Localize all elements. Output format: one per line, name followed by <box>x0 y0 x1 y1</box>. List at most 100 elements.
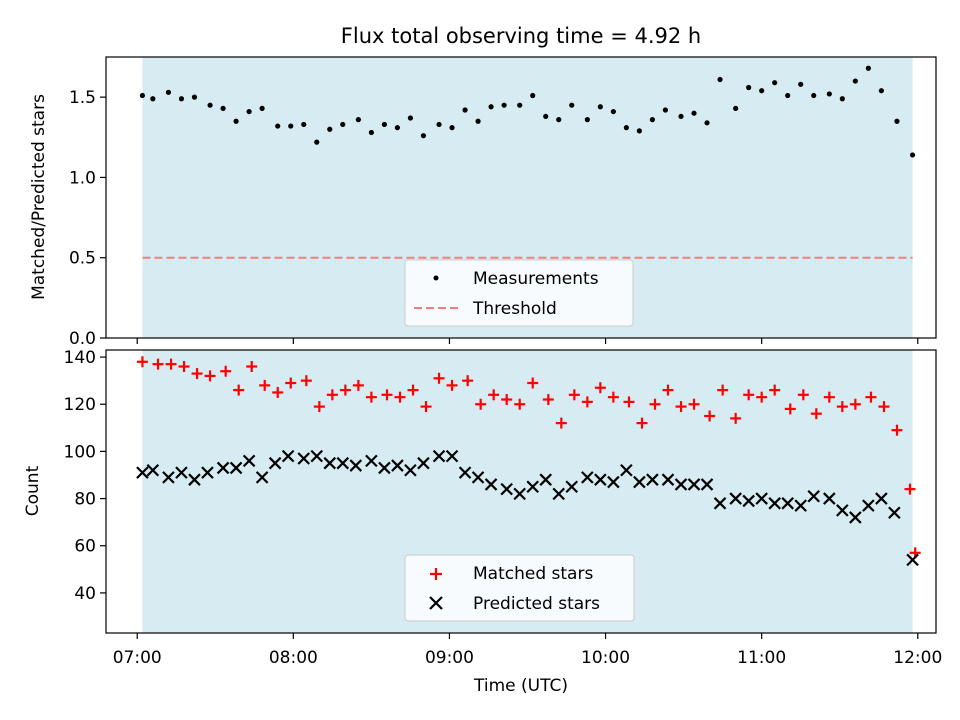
x-tick-label: 12:00 <box>893 648 942 668</box>
predicted-star-point <box>581 471 594 484</box>
matched-star-point <box>233 384 245 396</box>
legend-predicted-marker <box>429 596 443 610</box>
matched-star-point <box>488 389 500 401</box>
legend-predicted-label: Predicted stars <box>473 594 600 614</box>
predicted-star-point <box>323 456 337 470</box>
x-tick-label: 10:00 <box>581 648 630 668</box>
measurement-point <box>569 102 575 108</box>
predicted-star-point <box>755 492 768 505</box>
chart-title: Flux total observing time = 4.92 h <box>341 24 701 48</box>
matched-star-point <box>865 391 877 403</box>
predicted-star-point <box>188 473 201 486</box>
measurement-point <box>772 80 778 86</box>
predicted-star-point <box>742 494 755 508</box>
predicted-star-point <box>552 487 566 501</box>
top-y-tick-label: 1.0 <box>69 168 96 188</box>
bottom-legend-box <box>404 554 635 622</box>
predicted-star-point <box>794 499 807 512</box>
measurement-point <box>340 121 346 128</box>
top-y-ticks: 0.0 0.5 1.0 1.5 <box>69 88 106 349</box>
matched-star-point <box>352 379 364 391</box>
legend-matched-label: Matched stars <box>473 564 593 584</box>
predicted-star-point <box>674 478 688 491</box>
measurement-point <box>530 92 536 99</box>
predicted-star-point <box>349 459 363 472</box>
predicted-star-point <box>471 471 485 484</box>
predicted-star-point <box>365 454 378 468</box>
predicted-star-point <box>146 463 160 477</box>
measurement-point <box>584 117 590 123</box>
predicted-star-point <box>201 466 214 479</box>
measurement-point <box>785 92 791 99</box>
predicted-star-point <box>136 466 149 479</box>
measurement-points <box>139 65 916 158</box>
measurement-point <box>436 121 442 128</box>
measurement-point <box>275 123 281 129</box>
measurement-point <box>220 105 226 111</box>
measurement-point <box>288 123 294 129</box>
matched-star-point <box>904 483 916 495</box>
matched-star-point <box>704 410 716 422</box>
matched-star-point <box>501 394 513 406</box>
predicted-star-point <box>823 492 836 505</box>
predicted-star-point <box>162 471 175 484</box>
predicted-star-point <box>807 489 820 503</box>
predicted-star-point <box>888 506 901 520</box>
bottom-y-ticks: 40 60 80 100 120 140 <box>64 348 106 604</box>
predicted-star-point <box>175 466 188 479</box>
predicted-star-point <box>310 449 324 463</box>
measurement-point <box>449 125 455 131</box>
top-y-tick-label: 0.5 <box>69 249 96 269</box>
matched-star-point <box>810 408 822 420</box>
predicted-star-point <box>849 511 862 524</box>
matched-star-point <box>313 401 325 413</box>
matched-star-point <box>285 377 297 389</box>
legend-matched-marker <box>430 568 442 580</box>
matched-star-point <box>339 384 351 396</box>
measurement-point <box>178 96 185 102</box>
matched-star-point <box>636 417 648 429</box>
measurement-point <box>865 65 871 71</box>
matched-star-point <box>756 391 768 403</box>
matched-star-point <box>259 379 271 391</box>
bottom-y-tick-label: 100 <box>64 442 96 462</box>
measurement-point <box>381 121 388 128</box>
matched-star-point <box>365 391 377 403</box>
top-y-tick-label: 1.5 <box>69 88 96 108</box>
predicted-star-point <box>513 487 526 501</box>
top-legend: Measurements Threshold <box>404 259 634 327</box>
measurement-point <box>355 117 361 123</box>
matched-star-point <box>220 365 232 377</box>
matched-star-point <box>542 394 554 406</box>
matched-star-point <box>836 401 848 413</box>
measurement-point <box>623 125 629 131</box>
legend-threshold-label: Threshold <box>472 299 557 319</box>
legend-measurement-marker <box>433 275 439 281</box>
top-y-axis-label: Matched/Predicted stars <box>29 94 49 300</box>
matched-star-point <box>433 372 445 384</box>
measurement-point <box>826 91 832 97</box>
matched-star-point <box>675 401 687 413</box>
x-tick-label: 08:00 <box>269 648 318 668</box>
matched-star-point <box>797 389 809 401</box>
matched-star-point <box>607 391 619 403</box>
matched-star-point <box>581 396 593 408</box>
matched-star-point <box>849 398 861 410</box>
predicted-star-point <box>526 480 539 494</box>
predicted-star-point <box>391 459 404 472</box>
matched-star-point <box>823 391 835 403</box>
matched-star-point <box>204 370 216 382</box>
predicted-star-point <box>594 473 607 486</box>
measurement-point <box>662 107 669 113</box>
predicted-star-point <box>875 492 888 505</box>
predicted-star-point <box>445 449 459 463</box>
measurement-point <box>798 81 804 87</box>
predicted-star-point <box>781 497 794 510</box>
measurement-point <box>246 108 252 115</box>
bottom-legend: Matched stars Predicted stars <box>404 554 635 622</box>
bottom-x-ticks: 07:00 08:00 09:00 10:00 11:00 12:00 <box>113 633 942 668</box>
bottom-y-tick-label: 60 <box>74 537 96 557</box>
matched-star-point <box>165 358 177 370</box>
matched-star-point <box>272 386 284 398</box>
matched-star-point <box>475 398 487 410</box>
